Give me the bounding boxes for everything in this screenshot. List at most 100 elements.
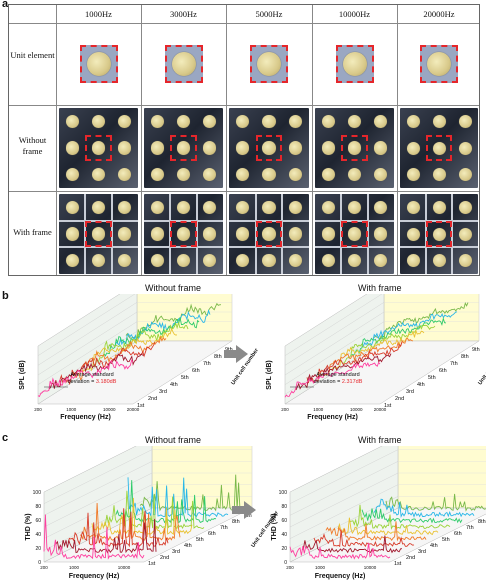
speaker-disk xyxy=(406,227,420,241)
x-tick-label: 20000 xyxy=(127,407,140,412)
row-label-unit-element: Unit element xyxy=(10,50,55,60)
chart-c-title-left: Without frame xyxy=(145,435,202,445)
speaker-disk xyxy=(118,141,132,155)
highlight-box xyxy=(85,220,112,248)
unit-cell-tick: 3rd xyxy=(159,389,167,395)
speaker-disk xyxy=(91,114,106,128)
x-tick-label: 1000 xyxy=(315,565,326,570)
unit-cell-tick: 3rd xyxy=(418,549,426,555)
x-tick-label: 200 xyxy=(40,565,48,570)
x-tick-label: 200 xyxy=(286,565,294,570)
speaker-disk xyxy=(65,141,79,155)
speaker-disk xyxy=(321,227,335,241)
y-tick-label: 80 xyxy=(281,504,287,510)
speaker-disk xyxy=(458,114,472,128)
speaker-disk xyxy=(176,141,191,155)
speaker-disk xyxy=(406,114,420,128)
speaker-disk xyxy=(432,141,446,155)
series-trace xyxy=(337,517,439,536)
speaker-disk xyxy=(150,141,164,155)
speaker-disk xyxy=(91,227,106,241)
speaker-disk xyxy=(321,254,335,268)
speaker-disk xyxy=(289,114,303,128)
gridline xyxy=(289,449,399,504)
unit-cell-tick: 8th xyxy=(478,519,486,525)
series-trace xyxy=(373,498,475,519)
speaker-disk xyxy=(262,114,276,128)
series-trace xyxy=(37,359,134,398)
speaker-disk xyxy=(321,141,335,155)
frame-divider xyxy=(59,246,138,249)
x-tick-label: 1000 xyxy=(69,565,80,570)
chart-b-title-right: With frame xyxy=(358,283,402,293)
gridline xyxy=(37,321,138,385)
gridline xyxy=(43,472,153,528)
speaker-disk xyxy=(321,200,335,214)
y-tick-label: 20 xyxy=(281,546,287,552)
speaker-disk xyxy=(91,168,106,182)
y-axis-label: SPL (dB) xyxy=(266,360,273,389)
x-axis-label: Frequency (Hz) xyxy=(315,573,366,580)
speaker-disk xyxy=(262,168,276,182)
speaker-disk xyxy=(91,141,106,155)
speaker-disk xyxy=(150,227,164,241)
highlight-box xyxy=(426,134,452,162)
unit-cell-tick: 7th xyxy=(220,525,228,531)
image-grid: 1000Hz 3000Hz 5000Hz 10000Hz 20000Hz Uni… xyxy=(8,4,480,276)
speaker-disk xyxy=(458,254,472,268)
unit-cell-tick: 4th xyxy=(184,543,192,549)
speaker-disk xyxy=(118,200,132,214)
frame-divider xyxy=(110,194,113,274)
speaker-disk xyxy=(342,52,367,76)
series-trace xyxy=(59,341,156,386)
highlight-box xyxy=(426,220,452,248)
series-trace xyxy=(313,529,415,548)
speaker-disk xyxy=(118,254,132,268)
unit-cell-tick: 3rd xyxy=(406,389,414,395)
speaker-disk xyxy=(289,168,303,182)
gridline xyxy=(43,484,153,539)
panel-letter-c: c xyxy=(2,432,9,444)
speaker-disk xyxy=(432,168,446,182)
speaker-disk xyxy=(289,141,303,155)
speaker-disk xyxy=(118,114,132,128)
speaker-disk xyxy=(347,227,362,241)
y-tick-label: 60 xyxy=(35,518,41,524)
speaker-disk xyxy=(432,200,446,214)
unit-cell-tick: 1st xyxy=(394,561,402,567)
y-tick-label: 40 xyxy=(35,532,41,538)
unit-cell-tick: 3rd xyxy=(172,549,180,555)
back-wall xyxy=(136,294,233,342)
unit-cell-tick: 6th xyxy=(208,531,216,537)
unit-cell-tick: 9th xyxy=(472,347,480,353)
column-header-20000hz: 20000Hz xyxy=(423,9,455,19)
highlight-box xyxy=(170,134,197,162)
x-tick-label: 200 xyxy=(281,407,289,412)
unit-cell-tick: 7th xyxy=(203,361,211,367)
x-axis-label: Frequency (Hz) xyxy=(307,414,358,421)
series-trace xyxy=(295,353,392,391)
speaker-disk xyxy=(374,141,388,155)
speaker-disk xyxy=(262,227,276,241)
back-wall xyxy=(383,294,480,342)
frame-divider xyxy=(281,194,284,274)
unit-cell-tick: 1st xyxy=(384,403,392,409)
speaker-disk xyxy=(321,168,335,182)
speaker-disk xyxy=(118,227,132,241)
y-tick-label: 100 xyxy=(33,490,42,496)
speaker-disk xyxy=(118,168,132,182)
series-trace xyxy=(350,316,447,356)
highlight-box xyxy=(250,45,288,83)
speaker-disk xyxy=(374,114,388,128)
y-tick-label: 0 xyxy=(38,560,41,566)
transition-arrow xyxy=(232,501,256,519)
series-trace xyxy=(79,502,181,542)
unit-cell-tick: 5th xyxy=(196,537,204,543)
series-trace xyxy=(361,311,458,348)
panel-letter-a: a xyxy=(2,0,9,10)
gridline xyxy=(284,321,385,385)
back-wall xyxy=(397,446,486,509)
speaker-disk xyxy=(65,114,79,128)
unit-cell-tick: 2nd xyxy=(148,396,157,402)
speaker-disk xyxy=(235,200,249,214)
